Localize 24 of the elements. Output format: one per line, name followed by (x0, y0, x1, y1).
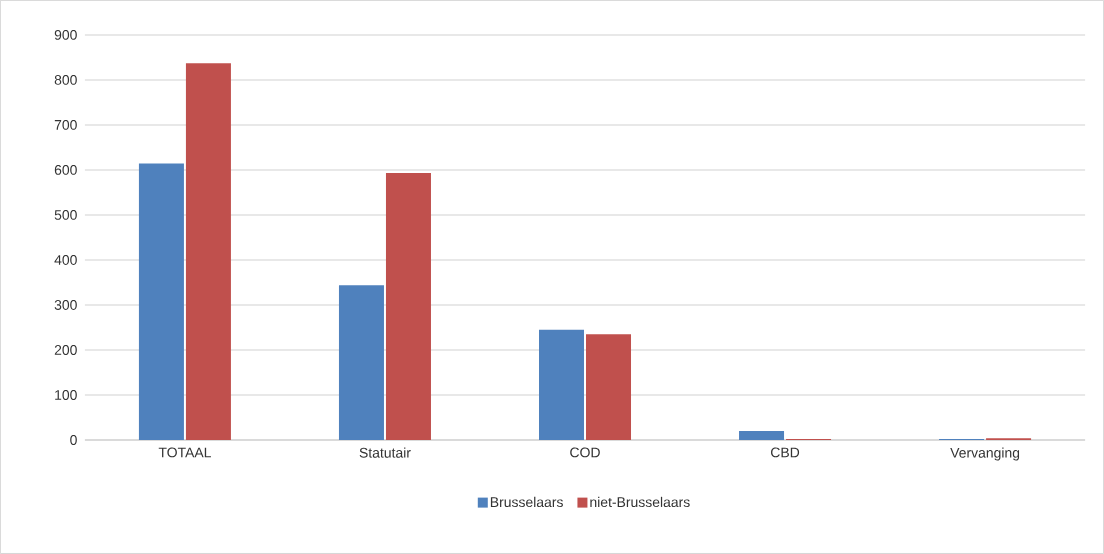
legend-label: niet-Brusselaars (590, 496, 690, 508)
x-tick-label: COD (570, 447, 600, 458)
y-tick-label: 400 (54, 255, 77, 265)
bar (586, 334, 632, 441)
y-tick-label: 800 (54, 75, 77, 85)
bar (185, 63, 231, 441)
bar (539, 329, 585, 441)
y-tick-label: 200 (54, 345, 77, 355)
y-tick-label: 100 (55, 390, 77, 400)
bar (739, 431, 785, 441)
y-tick-label: 700 (54, 120, 77, 130)
x-tick-label: Statutair (359, 447, 411, 458)
legend-label: Brusselaars (490, 496, 563, 508)
y-tick-label: 600 (54, 165, 77, 175)
y-tick-label: 900 (54, 30, 77, 40)
bar (385, 173, 431, 441)
x-tick-label: Vervanging (950, 447, 1020, 461)
y-tick-label: 300 (54, 300, 77, 310)
bar (138, 163, 184, 441)
x-tick-label: CBD (771, 447, 800, 458)
x-tick-label: TOTAAL (158, 447, 211, 458)
y-tick-label: 500 (54, 210, 77, 220)
y-tick-label: 0 (70, 435, 77, 445)
bar (338, 285, 384, 441)
